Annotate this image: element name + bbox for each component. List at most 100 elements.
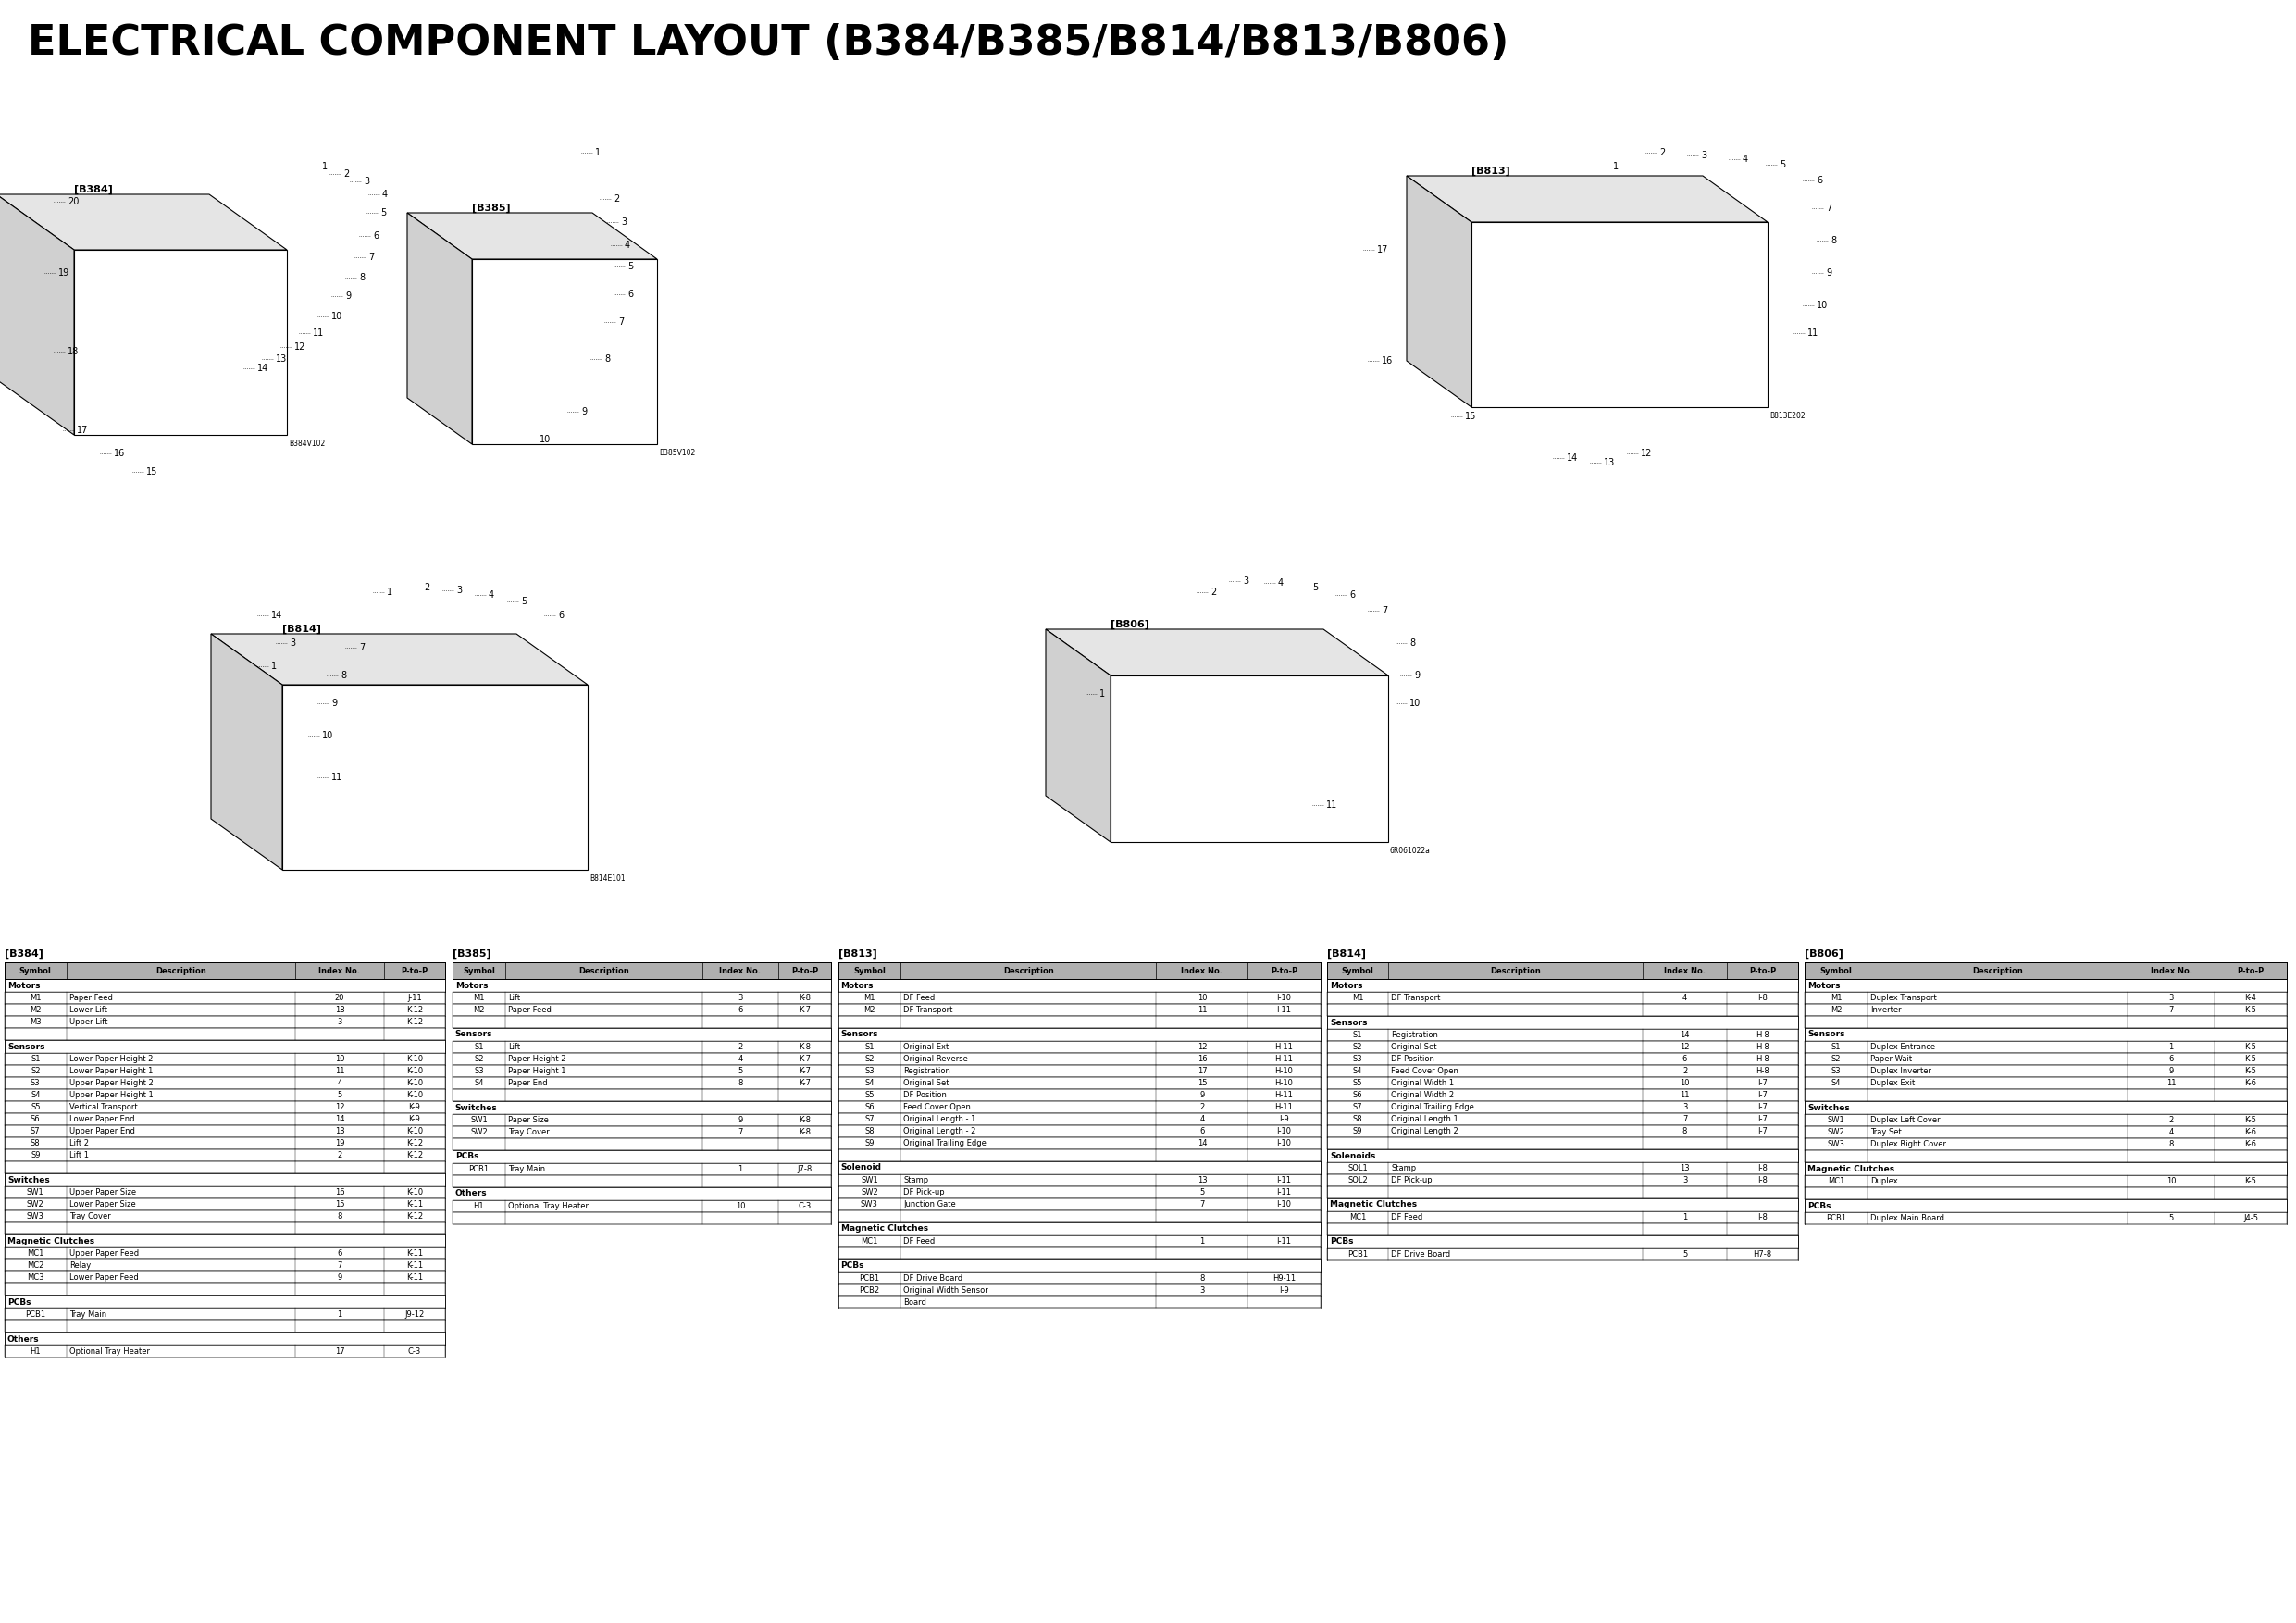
Bar xyxy=(1327,1089,1798,1100)
Text: 5: 5 xyxy=(381,208,386,217)
Text: K-10: K-10 xyxy=(406,1079,422,1087)
Bar xyxy=(1327,1016,1798,1029)
Bar xyxy=(838,1297,1320,1308)
Bar xyxy=(1327,1162,1798,1173)
Text: Paper Feed: Paper Feed xyxy=(69,993,113,1001)
Text: S7: S7 xyxy=(866,1115,875,1123)
Bar xyxy=(452,1151,831,1164)
Bar xyxy=(838,1198,1320,1211)
Text: Tray Main: Tray Main xyxy=(507,1165,544,1173)
Bar xyxy=(1327,1173,1798,1186)
Text: Registration: Registration xyxy=(905,1066,951,1074)
Bar xyxy=(5,1211,445,1222)
Bar xyxy=(452,1199,831,1212)
Bar xyxy=(5,1005,445,1016)
Text: Junction Gate: Junction Gate xyxy=(905,1199,955,1209)
Bar xyxy=(838,1078,1320,1089)
Text: 13: 13 xyxy=(1605,458,1614,467)
Text: 11: 11 xyxy=(331,773,342,782)
Text: 11: 11 xyxy=(312,328,324,338)
Text: Paper Feed: Paper Feed xyxy=(507,1006,551,1014)
Text: S1: S1 xyxy=(866,1044,875,1052)
Text: Motors: Motors xyxy=(7,982,41,990)
Text: 8: 8 xyxy=(1830,235,1837,245)
Bar xyxy=(452,1186,831,1199)
Text: Original Length 2: Original Length 2 xyxy=(1391,1126,1458,1136)
Text: J4-5: J4-5 xyxy=(2243,1214,2257,1222)
Text: Paper End: Paper End xyxy=(507,1079,546,1087)
Text: PCB1: PCB1 xyxy=(1825,1214,1846,1222)
Text: H-10: H-10 xyxy=(1274,1066,1293,1074)
Text: B385V102: B385V102 xyxy=(659,450,696,458)
Bar xyxy=(838,1138,1320,1149)
Text: 4: 4 xyxy=(737,1055,742,1063)
Text: 5: 5 xyxy=(1779,161,1786,169)
Text: SW3: SW3 xyxy=(861,1199,877,1209)
Text: K-11: K-11 xyxy=(406,1272,422,1282)
Text: K-10: K-10 xyxy=(406,1055,422,1063)
Text: Original Trailing Edge: Original Trailing Edge xyxy=(905,1139,987,1147)
Text: 6: 6 xyxy=(2170,1055,2174,1063)
Bar xyxy=(1805,1162,2287,1175)
Bar xyxy=(452,992,831,1005)
Text: 2: 2 xyxy=(344,169,349,179)
Text: 7: 7 xyxy=(358,643,365,652)
Polygon shape xyxy=(73,250,287,435)
Text: 10: 10 xyxy=(1681,1079,1690,1087)
Text: H-8: H-8 xyxy=(1756,1031,1770,1039)
Text: [B814]: [B814] xyxy=(1327,949,1366,959)
Text: 10: 10 xyxy=(1410,698,1421,708)
Text: I-11: I-11 xyxy=(1277,1237,1290,1245)
Text: Solenoid: Solenoid xyxy=(840,1164,882,1172)
Text: Upper Paper End: Upper Paper End xyxy=(69,1126,135,1136)
Bar xyxy=(1327,1053,1798,1065)
Polygon shape xyxy=(1045,630,1389,675)
Text: PCBs: PCBs xyxy=(1329,1238,1352,1246)
Bar xyxy=(838,1005,1320,1016)
Text: S3: S3 xyxy=(866,1066,875,1074)
Bar xyxy=(452,1175,831,1186)
Text: Upper Paper Height 1: Upper Paper Height 1 xyxy=(69,1091,154,1099)
Text: PCBs: PCBs xyxy=(1807,1201,1830,1209)
Bar xyxy=(5,1113,445,1125)
Text: K-5: K-5 xyxy=(2245,1177,2257,1185)
Text: K-8: K-8 xyxy=(799,1044,810,1052)
Text: 2: 2 xyxy=(1210,588,1217,597)
Text: 12: 12 xyxy=(1642,450,1653,458)
Text: 5: 5 xyxy=(521,597,526,605)
Text: Magnetic Clutches: Magnetic Clutches xyxy=(840,1225,928,1233)
Text: 10: 10 xyxy=(1816,300,1828,310)
Text: 9: 9 xyxy=(737,1117,742,1125)
Text: 14: 14 xyxy=(257,364,269,373)
Bar xyxy=(5,1065,445,1078)
Bar xyxy=(1327,1029,1798,1040)
Text: M1: M1 xyxy=(1352,993,1364,1001)
Text: 13: 13 xyxy=(276,354,287,364)
Bar xyxy=(838,1272,1320,1284)
Text: Tray Main: Tray Main xyxy=(69,1310,106,1318)
Text: I-8: I-8 xyxy=(1756,1164,1768,1172)
Bar xyxy=(5,1345,445,1357)
Bar xyxy=(838,1040,1320,1053)
Text: PCBs: PCBs xyxy=(455,1152,478,1160)
Bar xyxy=(1327,992,1798,1005)
Text: Paper Height 1: Paper Height 1 xyxy=(507,1066,567,1074)
Bar xyxy=(838,1016,1320,1027)
Bar xyxy=(838,962,1320,979)
Text: 19: 19 xyxy=(335,1139,344,1147)
Text: M2: M2 xyxy=(1830,1006,1841,1014)
Text: SW1: SW1 xyxy=(471,1117,487,1125)
Text: P-to-P: P-to-P xyxy=(2236,966,2264,975)
Bar xyxy=(838,1100,1320,1113)
Bar xyxy=(5,1138,445,1149)
Text: 1: 1 xyxy=(1683,1212,1688,1222)
Text: DF Transport: DF Transport xyxy=(1391,993,1440,1001)
Bar xyxy=(452,1126,831,1138)
Text: K-7: K-7 xyxy=(799,1006,810,1014)
Bar xyxy=(838,1065,1320,1078)
Text: Paper Height 2: Paper Height 2 xyxy=(507,1055,567,1063)
Bar xyxy=(838,1125,1320,1138)
Text: 6: 6 xyxy=(1683,1055,1688,1063)
Text: SW2: SW2 xyxy=(861,1188,877,1196)
Text: [B814]: [B814] xyxy=(282,625,321,635)
